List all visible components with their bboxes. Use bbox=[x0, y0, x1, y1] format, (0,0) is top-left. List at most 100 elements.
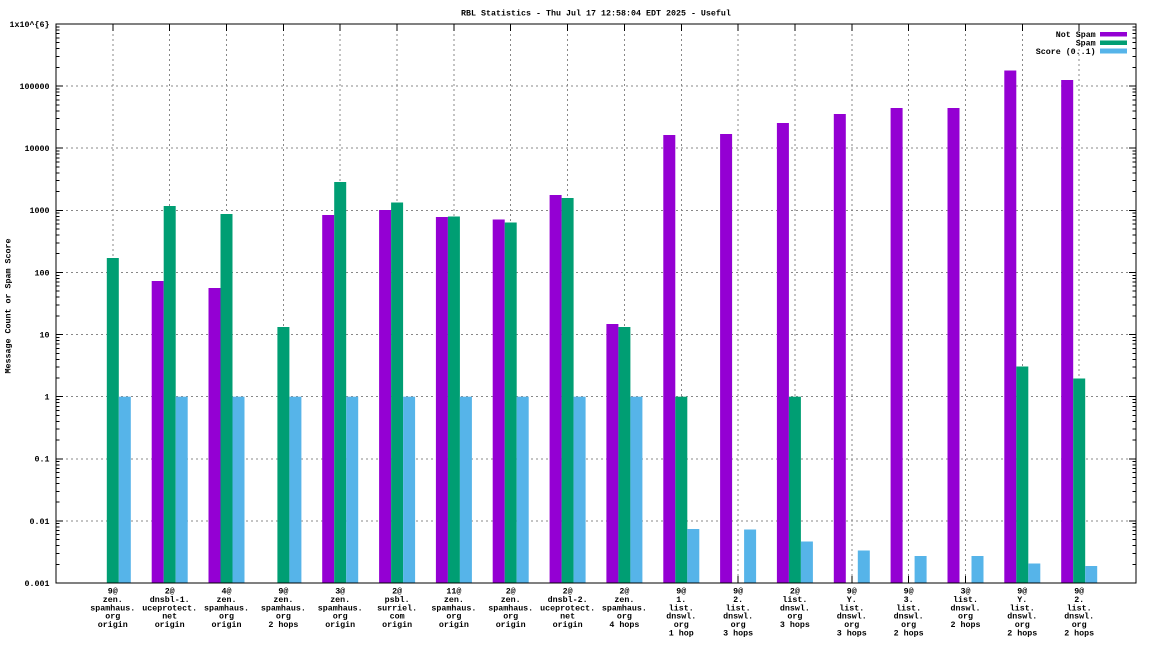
svg-text:dnsbl-1.: dnsbl-1. bbox=[150, 595, 190, 605]
svg-text:org: org bbox=[901, 620, 916, 630]
svg-text:10000: 10000 bbox=[25, 144, 50, 154]
svg-text:list.: list. bbox=[782, 595, 807, 605]
svg-text:origin: origin bbox=[439, 620, 469, 630]
svg-text:zen.: zen. bbox=[501, 595, 521, 605]
svg-text:origin: origin bbox=[155, 620, 185, 630]
svg-text:3.: 3. bbox=[904, 595, 914, 605]
svg-text:origin: origin bbox=[212, 620, 242, 630]
svg-text:spamhaus.: spamhaus. bbox=[90, 603, 135, 613]
svg-text:zen.: zen. bbox=[217, 595, 237, 605]
svg-text:spamhaus.: spamhaus. bbox=[204, 603, 249, 613]
svg-text:2 hops: 2 hops bbox=[894, 629, 924, 639]
svg-text:uceprotect.: uceprotect. bbox=[142, 603, 197, 613]
svg-text:org: org bbox=[219, 612, 234, 622]
svg-text:origin: origin bbox=[496, 620, 526, 630]
svg-text:3 hops: 3 hops bbox=[780, 620, 810, 630]
svg-text:list.: list. bbox=[669, 603, 694, 613]
svg-text:2 hops: 2 hops bbox=[951, 620, 981, 630]
svg-text:9@: 9@ bbox=[1017, 587, 1027, 597]
svg-text:dnswl.: dnswl. bbox=[723, 612, 753, 622]
svg-text:Y.: Y. bbox=[1017, 595, 1027, 605]
svg-text:psbl.: psbl. bbox=[385, 595, 410, 605]
svg-text:9@: 9@ bbox=[847, 587, 857, 597]
svg-text:origin: origin bbox=[325, 620, 355, 630]
svg-text:list.: list. bbox=[953, 595, 978, 605]
svg-text:1: 1 bbox=[45, 393, 50, 403]
svg-text:org: org bbox=[731, 620, 746, 630]
svg-text:1000: 1000 bbox=[30, 206, 50, 216]
svg-text:dnswl.: dnswl. bbox=[1064, 612, 1094, 622]
svg-text:2@: 2@ bbox=[619, 587, 629, 597]
svg-text:dnswl.: dnswl. bbox=[951, 603, 981, 613]
svg-text:1x10^{6}: 1x10^{6} bbox=[10, 20, 50, 30]
svg-text:Spam: Spam bbox=[1076, 39, 1096, 49]
svg-text:9@: 9@ bbox=[733, 587, 743, 597]
svg-text:3 hops: 3 hops bbox=[723, 629, 753, 639]
svg-text:zen.: zen. bbox=[614, 595, 634, 605]
svg-text:spamhaus.: spamhaus. bbox=[602, 603, 647, 613]
svg-text:dnswl.: dnswl. bbox=[837, 612, 867, 622]
svg-text:zen.: zen. bbox=[273, 595, 293, 605]
svg-text:9@: 9@ bbox=[676, 587, 686, 597]
svg-text:2@: 2@ bbox=[165, 587, 175, 597]
svg-text:0.01: 0.01 bbox=[30, 517, 50, 527]
svg-text:9@: 9@ bbox=[108, 587, 118, 597]
svg-text:org: org bbox=[276, 612, 291, 622]
svg-text:spamhaus.: spamhaus. bbox=[431, 603, 476, 613]
svg-text:dnswl.: dnswl. bbox=[666, 612, 696, 622]
svg-text:zen.: zen. bbox=[103, 595, 123, 605]
svg-text:0.001: 0.001 bbox=[25, 579, 50, 589]
svg-text:dnswl.: dnswl. bbox=[894, 612, 924, 622]
svg-text:dnsbl-2.: dnsbl-2. bbox=[548, 595, 588, 605]
svg-text:2 hops: 2 hops bbox=[1064, 629, 1094, 639]
svg-text:net: net bbox=[560, 612, 575, 622]
svg-text:origin: origin bbox=[553, 620, 583, 630]
svg-text:spamhaus.: spamhaus. bbox=[488, 603, 533, 613]
svg-text:zen.: zen. bbox=[444, 595, 464, 605]
svg-text:org: org bbox=[333, 612, 348, 622]
svg-text:4@: 4@ bbox=[222, 587, 232, 597]
svg-text:Y.: Y. bbox=[847, 595, 857, 605]
svg-text:origin: origin bbox=[98, 620, 128, 630]
svg-text:surriel.: surriel. bbox=[377, 603, 417, 613]
svg-text:1.: 1. bbox=[676, 595, 686, 605]
svg-text:list.: list. bbox=[896, 603, 921, 613]
svg-text:dnswl.: dnswl. bbox=[780, 603, 810, 613]
svg-text:zen.: zen. bbox=[330, 595, 350, 605]
svg-text:list.: list. bbox=[1010, 603, 1035, 613]
svg-text:list.: list. bbox=[839, 603, 864, 613]
svg-text:2.: 2. bbox=[733, 595, 743, 605]
svg-text:2@: 2@ bbox=[392, 587, 402, 597]
svg-text:10: 10 bbox=[40, 331, 50, 341]
svg-text:Message Count or Spam Score: Message Count or Spam Score bbox=[4, 239, 14, 374]
svg-text:org: org bbox=[1015, 620, 1030, 630]
svg-text:9@: 9@ bbox=[278, 587, 288, 597]
svg-text:RBL Statistics - Thu Jul 17 12: RBL Statistics - Thu Jul 17 12:58:04 EDT… bbox=[461, 9, 731, 19]
svg-text:list.: list. bbox=[726, 603, 751, 613]
svg-text:uceprotect.: uceprotect. bbox=[540, 603, 595, 613]
svg-text:org: org bbox=[787, 612, 802, 622]
svg-text:spamhaus.: spamhaus. bbox=[318, 603, 363, 613]
svg-text:9@: 9@ bbox=[904, 587, 914, 597]
svg-text:org: org bbox=[446, 612, 461, 622]
svg-text:2@: 2@ bbox=[506, 587, 516, 597]
svg-text:origin: origin bbox=[382, 620, 412, 630]
svg-text:100: 100 bbox=[35, 268, 50, 278]
svg-text:com: com bbox=[390, 612, 405, 622]
svg-text:dnswl.: dnswl. bbox=[1007, 612, 1037, 622]
svg-text:1 hop: 1 hop bbox=[669, 629, 694, 639]
svg-text:2 hops: 2 hops bbox=[1007, 629, 1037, 639]
svg-text:2@: 2@ bbox=[790, 587, 800, 597]
svg-text:11@: 11@ bbox=[446, 587, 461, 597]
svg-text:list.: list. bbox=[1067, 603, 1092, 613]
svg-text:org: org bbox=[1072, 620, 1087, 630]
svg-text:2.: 2. bbox=[1074, 595, 1084, 605]
svg-text:3@: 3@ bbox=[335, 587, 345, 597]
svg-text:9@: 9@ bbox=[1074, 587, 1084, 597]
svg-text:2@: 2@ bbox=[563, 587, 573, 597]
svg-text:100000: 100000 bbox=[20, 82, 50, 92]
svg-text:spamhaus.: spamhaus. bbox=[261, 603, 306, 613]
svg-text:0.1: 0.1 bbox=[35, 455, 50, 465]
svg-text:org: org bbox=[844, 620, 859, 630]
svg-text:3@: 3@ bbox=[961, 587, 971, 597]
